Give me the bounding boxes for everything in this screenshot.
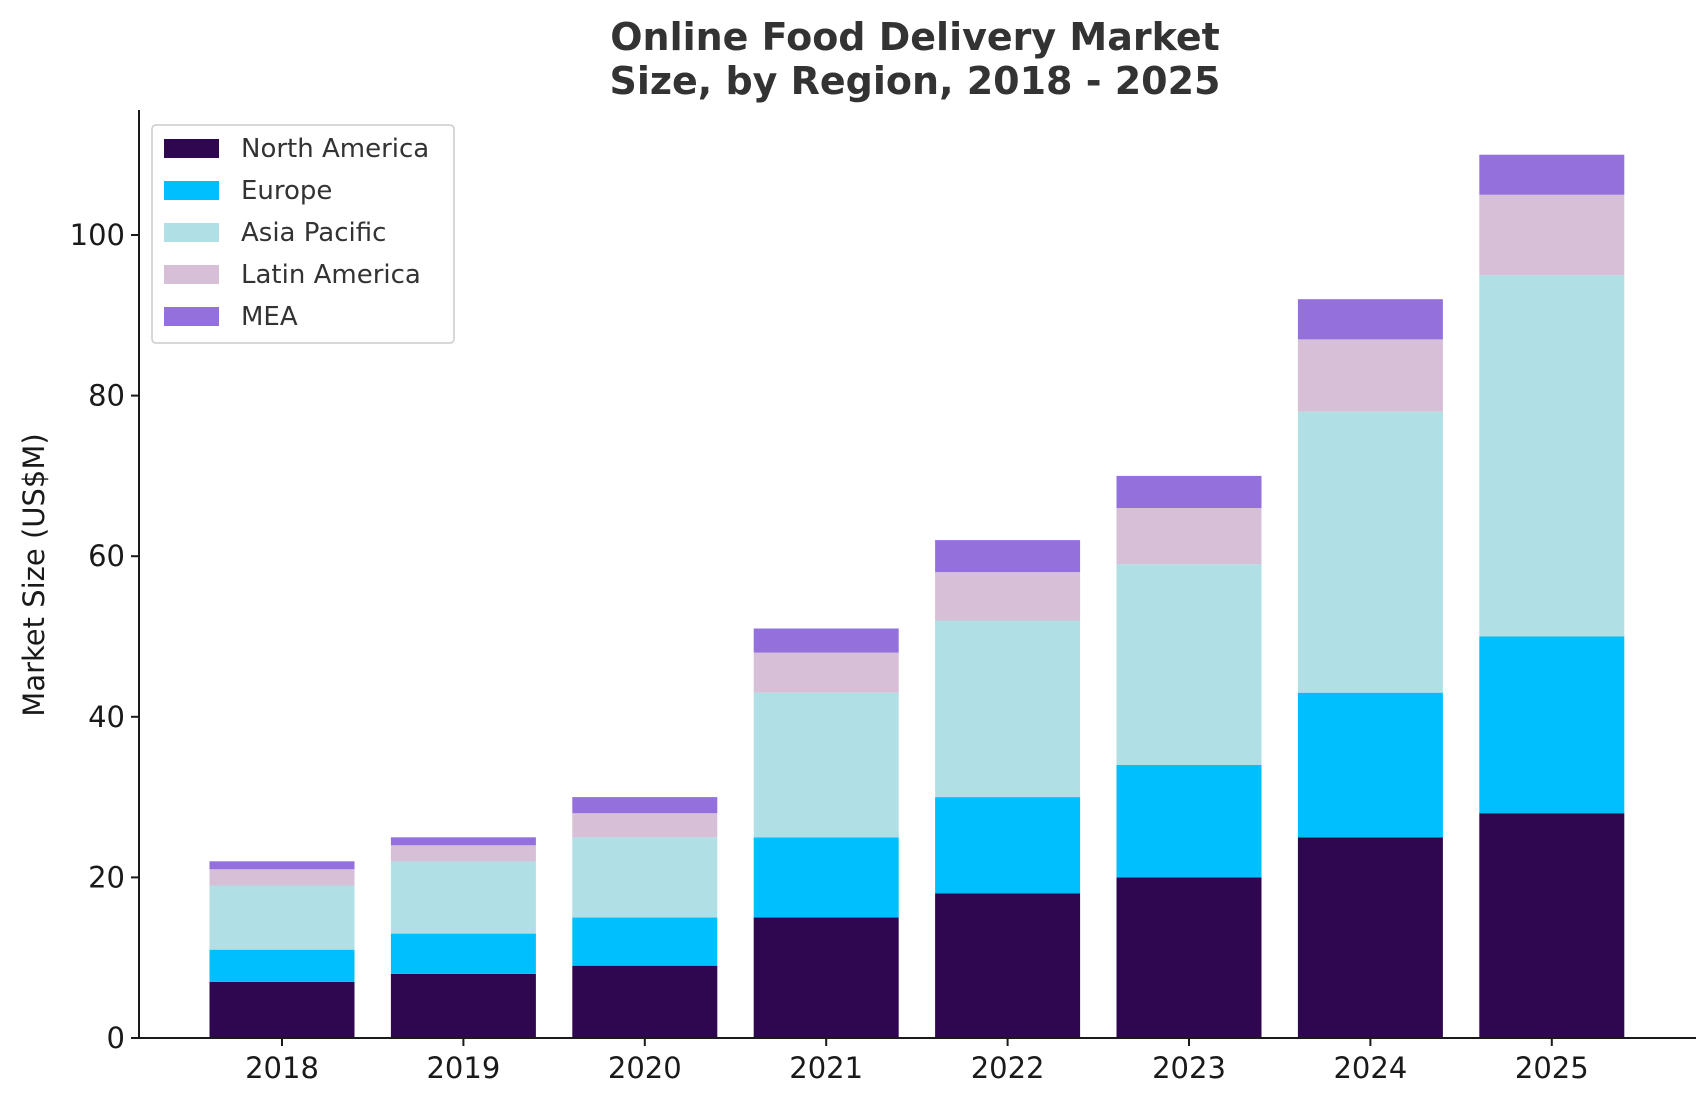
bars-layer (209, 154, 1625, 1039)
legend-label-north-america: North America (241, 134, 429, 164)
chart-title-line-2: Size, by Region, 2018 - 2025 (610, 59, 1221, 103)
y-tick-label-0: 0 (107, 1021, 125, 1055)
y-tick-label-100: 100 (70, 218, 125, 252)
bar-europe-2020 (572, 917, 718, 966)
x-tick-label-2020: 2020 (608, 1051, 682, 1085)
y-tick-label-60: 60 (88, 539, 125, 573)
legend-swatch-mea (164, 307, 219, 326)
bar-north-america-2025 (1479, 813, 1625, 1038)
bar-asia-pacific-2023 (1116, 564, 1262, 765)
x-tick-label-2023: 2023 (1152, 1051, 1226, 1085)
bar-europe-2024 (1297, 692, 1443, 838)
bar-latin-america-2018 (209, 869, 355, 886)
bar-north-america-2021 (753, 917, 899, 1038)
bar-mea-2019 (390, 837, 536, 846)
bar-asia-pacific-2019 (390, 861, 536, 934)
legend-label-mea: MEA (241, 302, 298, 332)
x-tick-label-2018: 2018 (245, 1051, 319, 1085)
x-tick-label-2021: 2021 (789, 1051, 863, 1085)
bar-asia-pacific-2021 (753, 692, 899, 838)
bar-europe-2018 (209, 949, 355, 982)
bar-mea-2021 (753, 628, 899, 653)
bar-latin-america-2024 (1297, 339, 1443, 412)
bar-latin-america-2023 (1116, 508, 1262, 565)
y-tick-label-80: 80 (88, 379, 125, 413)
y-tick-label-40: 40 (88, 700, 125, 734)
x-axis-ticks: 2018 2019 2020 2021 2022 2023 2024 2025 (245, 1038, 1589, 1085)
y-axis-ticks: 0 20 40 60 80 100 (70, 218, 139, 1055)
bar-europe-2023 (1116, 765, 1262, 878)
bar-north-america-2024 (1297, 837, 1443, 1039)
legend-label-asia-pacific: Asia Pacific (241, 218, 386, 248)
bar-latin-america-2022 (935, 572, 1081, 621)
bar-latin-america-2019 (390, 845, 536, 862)
bar-north-america-2020 (572, 965, 718, 1038)
bar-mea-2022 (935, 540, 1081, 573)
y-tick-label-20: 20 (88, 860, 125, 894)
bar-latin-america-2025 (1479, 194, 1625, 276)
legend-label-europe: Europe (241, 176, 332, 206)
bar-asia-pacific-2022 (935, 620, 1081, 798)
x-tick-label-2024: 2024 (1333, 1051, 1407, 1085)
bar-mea-2025 (1479, 154, 1625, 195)
bar-mea-2024 (1297, 299, 1443, 340)
x-tick-label-2025: 2025 (1515, 1051, 1589, 1085)
legend: North America Europe Asia Pacific Latin Ame… (151, 124, 455, 344)
bar-latin-america-2020 (572, 813, 718, 838)
bar-europe-2025 (1479, 636, 1625, 814)
chart-title-line-1: Online Food Delivery Market (610, 15, 1220, 59)
bar-north-america-2022 (935, 893, 1081, 1038)
bar-mea-2018 (209, 861, 355, 870)
x-tick-label-2019: 2019 (426, 1051, 500, 1085)
bar-asia-pacific-2025 (1479, 275, 1625, 637)
bar-mea-2020 (572, 797, 718, 814)
legend-box (151, 124, 455, 344)
legend-label-latin-america: Latin America (241, 260, 421, 290)
bar-asia-pacific-2020 (572, 837, 718, 918)
bar-mea-2023 (1116, 475, 1262, 508)
bar-north-america-2019 (390, 973, 536, 1038)
bar-north-america-2018 (209, 981, 355, 1038)
bar-europe-2019 (390, 933, 536, 974)
legend-swatch-latin-america (164, 265, 219, 284)
bar-europe-2021 (753, 837, 899, 918)
legend-swatch-asia-pacific (164, 223, 219, 242)
y-axis-label: Market Size (US$M) (17, 433, 51, 716)
bar-latin-america-2021 (753, 652, 899, 693)
bar-north-america-2023 (1116, 877, 1262, 1038)
x-tick-label-2022: 2022 (971, 1051, 1045, 1085)
bar-europe-2022 (935, 797, 1081, 894)
legend-swatch-north-america (164, 139, 219, 158)
legend-swatch-europe (164, 181, 219, 200)
bar-asia-pacific-2024 (1297, 411, 1443, 693)
bar-asia-pacific-2018 (209, 885, 355, 950)
